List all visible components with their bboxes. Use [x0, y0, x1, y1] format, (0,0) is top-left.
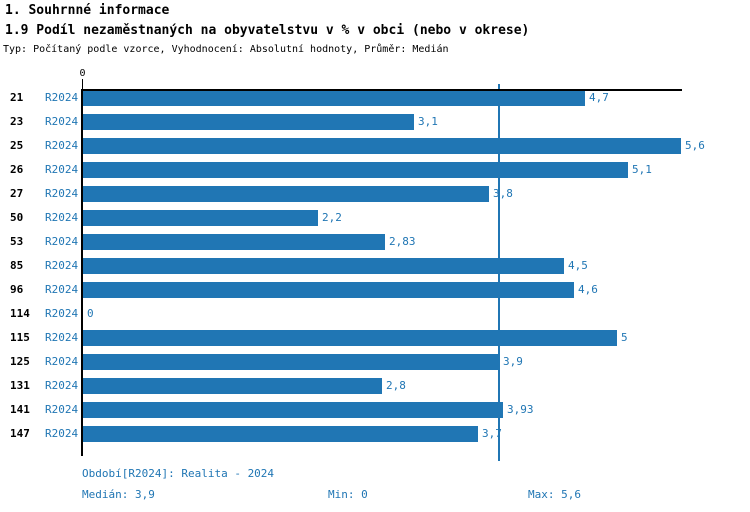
bar: [83, 402, 503, 418]
row-period-link[interactable]: R2024: [45, 235, 79, 248]
row-period-link[interactable]: R2024: [45, 355, 79, 368]
bar: [83, 354, 499, 370]
footer-period: Období[R2024]: Realita - 2024: [82, 467, 275, 480]
bar-value-label: 3,1: [418, 115, 438, 128]
bar-value-label: 2,8: [386, 379, 406, 392]
row-category-label: 115: [10, 331, 30, 344]
chart-subtitle: Typ: Počítaný podle vzorce, Vyhodnocení:…: [3, 44, 449, 55]
section-title: 1. Souhrnné informace: [5, 3, 170, 18]
footer-min: Min: 0: [328, 488, 368, 501]
bar-value-label: 2,2: [322, 211, 342, 224]
row-category-label: 85: [10, 259, 24, 272]
bar: [83, 90, 585, 106]
row-period-link[interactable]: R2024: [45, 379, 79, 392]
row-period-link[interactable]: R2024: [45, 211, 79, 224]
footer-median: Medián: 3,9: [82, 488, 155, 501]
x-axis-tick-mark: [82, 79, 83, 89]
row-category-label: 25: [10, 139, 24, 152]
row-category-label: 96: [10, 283, 24, 296]
bar: [83, 234, 385, 250]
row-category-label: 131: [10, 379, 30, 392]
bar-value-label: 3,8: [493, 187, 513, 200]
row-period-link[interactable]: R2024: [45, 283, 79, 296]
bar: [83, 378, 382, 394]
row-period-link[interactable]: R2024: [45, 427, 79, 440]
x-axis-tick-label-zero: 0: [79, 68, 86, 79]
row-category-label: 26: [10, 163, 24, 176]
bar-value-label: 4,7: [589, 91, 609, 104]
bar-value-label: 2,83: [389, 235, 416, 248]
row-category-label: 27: [10, 187, 24, 200]
bar-value-label: 3,9: [503, 355, 523, 368]
row-category-label: 125: [10, 355, 30, 368]
row-category-label: 50: [10, 211, 24, 224]
x-axis-line: [82, 89, 682, 91]
bar: [83, 210, 318, 226]
row-period-link[interactable]: R2024: [45, 403, 79, 416]
row-category-label: 23: [10, 115, 24, 128]
bar: [83, 186, 489, 202]
row-period-link[interactable]: R2024: [45, 139, 79, 152]
chart-title: 1.9 Podíl nezaměstnaných na obyvatelstvu…: [5, 23, 530, 38]
row-period-link[interactable]: R2024: [45, 163, 79, 176]
row-category-label: 141: [10, 403, 30, 416]
bar-value-label: 4,5: [568, 259, 588, 272]
bar-value-label: 0: [87, 307, 94, 320]
y-axis-line: [81, 89, 83, 456]
bar: [83, 138, 681, 154]
bar-value-label: 5: [621, 331, 628, 344]
bar-value-label: 5,1: [632, 163, 652, 176]
bar: [83, 426, 478, 442]
bar: [83, 282, 574, 298]
row-category-label: 21: [10, 91, 24, 104]
row-period-link[interactable]: R2024: [45, 307, 79, 320]
bar-value-label: 3,7: [482, 427, 502, 440]
bar-value-label: 3,93: [507, 403, 534, 416]
row-category-label: 147: [10, 427, 30, 440]
row-period-link[interactable]: R2024: [45, 259, 79, 272]
bar-value-label: 4,6: [578, 283, 598, 296]
bar: [83, 330, 617, 346]
row-period-link[interactable]: R2024: [45, 91, 79, 104]
row-category-label: 114: [10, 307, 30, 320]
row-category-label: 53: [10, 235, 24, 248]
bar: [83, 114, 414, 130]
bar-value-label: 5,6: [685, 139, 705, 152]
row-period-link[interactable]: R2024: [45, 115, 79, 128]
bar: [83, 258, 564, 274]
row-period-link[interactable]: R2024: [45, 331, 79, 344]
bar: [83, 162, 628, 178]
footer-max: Max: 5,6: [528, 488, 581, 501]
row-period-link[interactable]: R2024: [45, 187, 79, 200]
